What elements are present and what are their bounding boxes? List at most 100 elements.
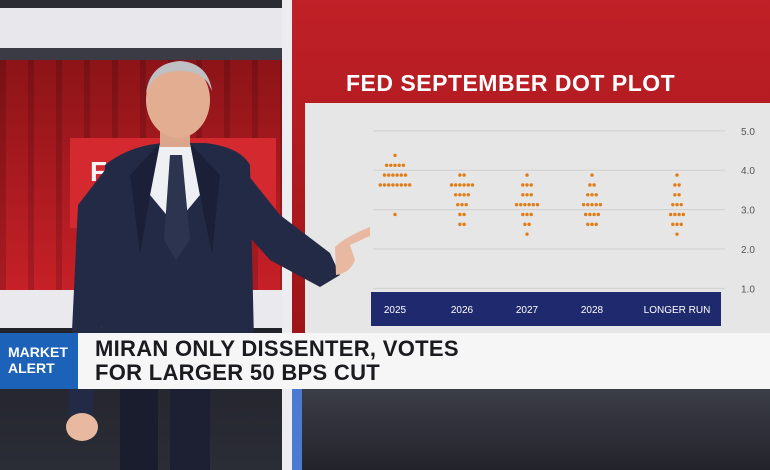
dot-point bbox=[594, 222, 598, 227]
headline-line1: MIRAN ONLY DISSENTER, VOTES bbox=[95, 336, 459, 361]
dot-point bbox=[525, 232, 529, 236]
dot-point bbox=[395, 183, 399, 187]
dot-point bbox=[590, 173, 594, 177]
dot-point bbox=[675, 202, 679, 207]
dot-point bbox=[514, 202, 519, 207]
dot-point bbox=[525, 173, 529, 177]
dot-point bbox=[673, 212, 677, 217]
dot-point bbox=[454, 193, 458, 197]
dot-point bbox=[592, 212, 596, 217]
x-tick-label: 2026 bbox=[451, 305, 474, 316]
dot-point bbox=[681, 212, 685, 217]
dot-point bbox=[586, 193, 590, 197]
dot-point bbox=[521, 212, 525, 217]
dot-point bbox=[525, 183, 529, 187]
dot-point bbox=[470, 183, 475, 187]
dot-point bbox=[462, 173, 466, 177]
monitor-top-band bbox=[0, 8, 282, 48]
dot-point bbox=[671, 202, 675, 207]
dot-point bbox=[466, 193, 470, 197]
headline-bar bbox=[78, 333, 770, 389]
dot-point bbox=[679, 202, 683, 207]
dot-point bbox=[458, 173, 462, 177]
dot-point bbox=[596, 212, 600, 217]
alert-tag-line2: ALERT bbox=[8, 360, 55, 376]
headline: MIRAN ONLY DISSENTER, VOTES FOR LARGER 5… bbox=[95, 337, 565, 385]
dot-point bbox=[393, 212, 397, 217]
dot-point bbox=[675, 173, 679, 177]
market-alert-tag: MARKET ALERT bbox=[0, 333, 78, 389]
dot-point bbox=[466, 183, 470, 187]
dot-point bbox=[529, 212, 533, 217]
monitor-dark-band bbox=[0, 48, 282, 60]
dot-point bbox=[675, 222, 679, 227]
dot-point bbox=[382, 173, 387, 177]
dot-point bbox=[399, 183, 403, 187]
dot-point bbox=[527, 222, 531, 227]
dot-point bbox=[401, 163, 406, 167]
dot-point bbox=[525, 212, 529, 217]
dot-point bbox=[669, 212, 673, 217]
y-tick-label: 3.0 bbox=[741, 206, 755, 217]
headline-line2: FOR LARGER 50 BPS CUT bbox=[95, 360, 380, 385]
dot-point bbox=[387, 173, 391, 177]
dot-point bbox=[677, 212, 681, 217]
dot-point bbox=[590, 222, 594, 227]
dot-point bbox=[588, 183, 592, 187]
dot-point bbox=[592, 183, 596, 187]
dot-point bbox=[458, 193, 462, 197]
y-tick-label: 5.0 bbox=[741, 127, 755, 138]
dot-point bbox=[458, 183, 462, 187]
dot-point bbox=[449, 183, 454, 187]
dot-point bbox=[673, 193, 677, 197]
dot-point bbox=[590, 202, 594, 207]
dot-point bbox=[535, 202, 540, 207]
dot-point bbox=[598, 202, 603, 207]
presenter bbox=[66, 61, 370, 470]
dot-point bbox=[673, 183, 677, 187]
dot-point bbox=[521, 193, 525, 197]
dot-point bbox=[523, 202, 527, 207]
dot-point bbox=[523, 222, 527, 227]
y-tick-label: 4.0 bbox=[741, 166, 755, 177]
dot-point bbox=[584, 212, 588, 217]
dot-point bbox=[531, 202, 535, 207]
dot-point bbox=[529, 193, 533, 197]
y-tick-label: 2.0 bbox=[741, 245, 755, 256]
dot-point bbox=[594, 202, 598, 207]
dot-point bbox=[403, 173, 408, 177]
y-tick-label: 1.0 bbox=[741, 284, 755, 295]
studio-desk bbox=[292, 389, 770, 470]
dot-point bbox=[519, 202, 523, 207]
dot-point bbox=[393, 163, 397, 167]
dot-point bbox=[391, 183, 395, 187]
x-axis-bar bbox=[371, 292, 721, 326]
dot-point bbox=[391, 173, 395, 177]
dot-point bbox=[677, 193, 681, 197]
dot-point bbox=[382, 183, 387, 187]
dot-point bbox=[679, 222, 683, 227]
dot-point bbox=[525, 193, 529, 197]
dot-point bbox=[458, 212, 462, 217]
dot-point bbox=[408, 183, 412, 187]
dot-point bbox=[397, 163, 401, 167]
dot-point bbox=[456, 202, 460, 207]
desk-light bbox=[292, 389, 302, 470]
dot-point bbox=[590, 193, 594, 197]
dot-point bbox=[399, 173, 403, 177]
dot-point bbox=[387, 183, 391, 187]
dot-point bbox=[458, 222, 462, 227]
dot-point bbox=[586, 202, 590, 207]
dot-point bbox=[675, 232, 679, 236]
dot-point bbox=[529, 183, 533, 187]
dot-point bbox=[462, 212, 466, 217]
alert-tag-line1: MARKET bbox=[8, 344, 68, 360]
x-tick-label: 2025 bbox=[384, 305, 407, 316]
x-tick-label: 2028 bbox=[581, 305, 604, 316]
dot-point bbox=[527, 202, 531, 207]
dot-point bbox=[581, 202, 586, 207]
dot-point bbox=[521, 183, 525, 187]
chart-title: FED SEPTEMBER DOT PLOT bbox=[346, 70, 676, 96]
dot-point bbox=[462, 222, 466, 227]
dot-point bbox=[464, 202, 468, 207]
